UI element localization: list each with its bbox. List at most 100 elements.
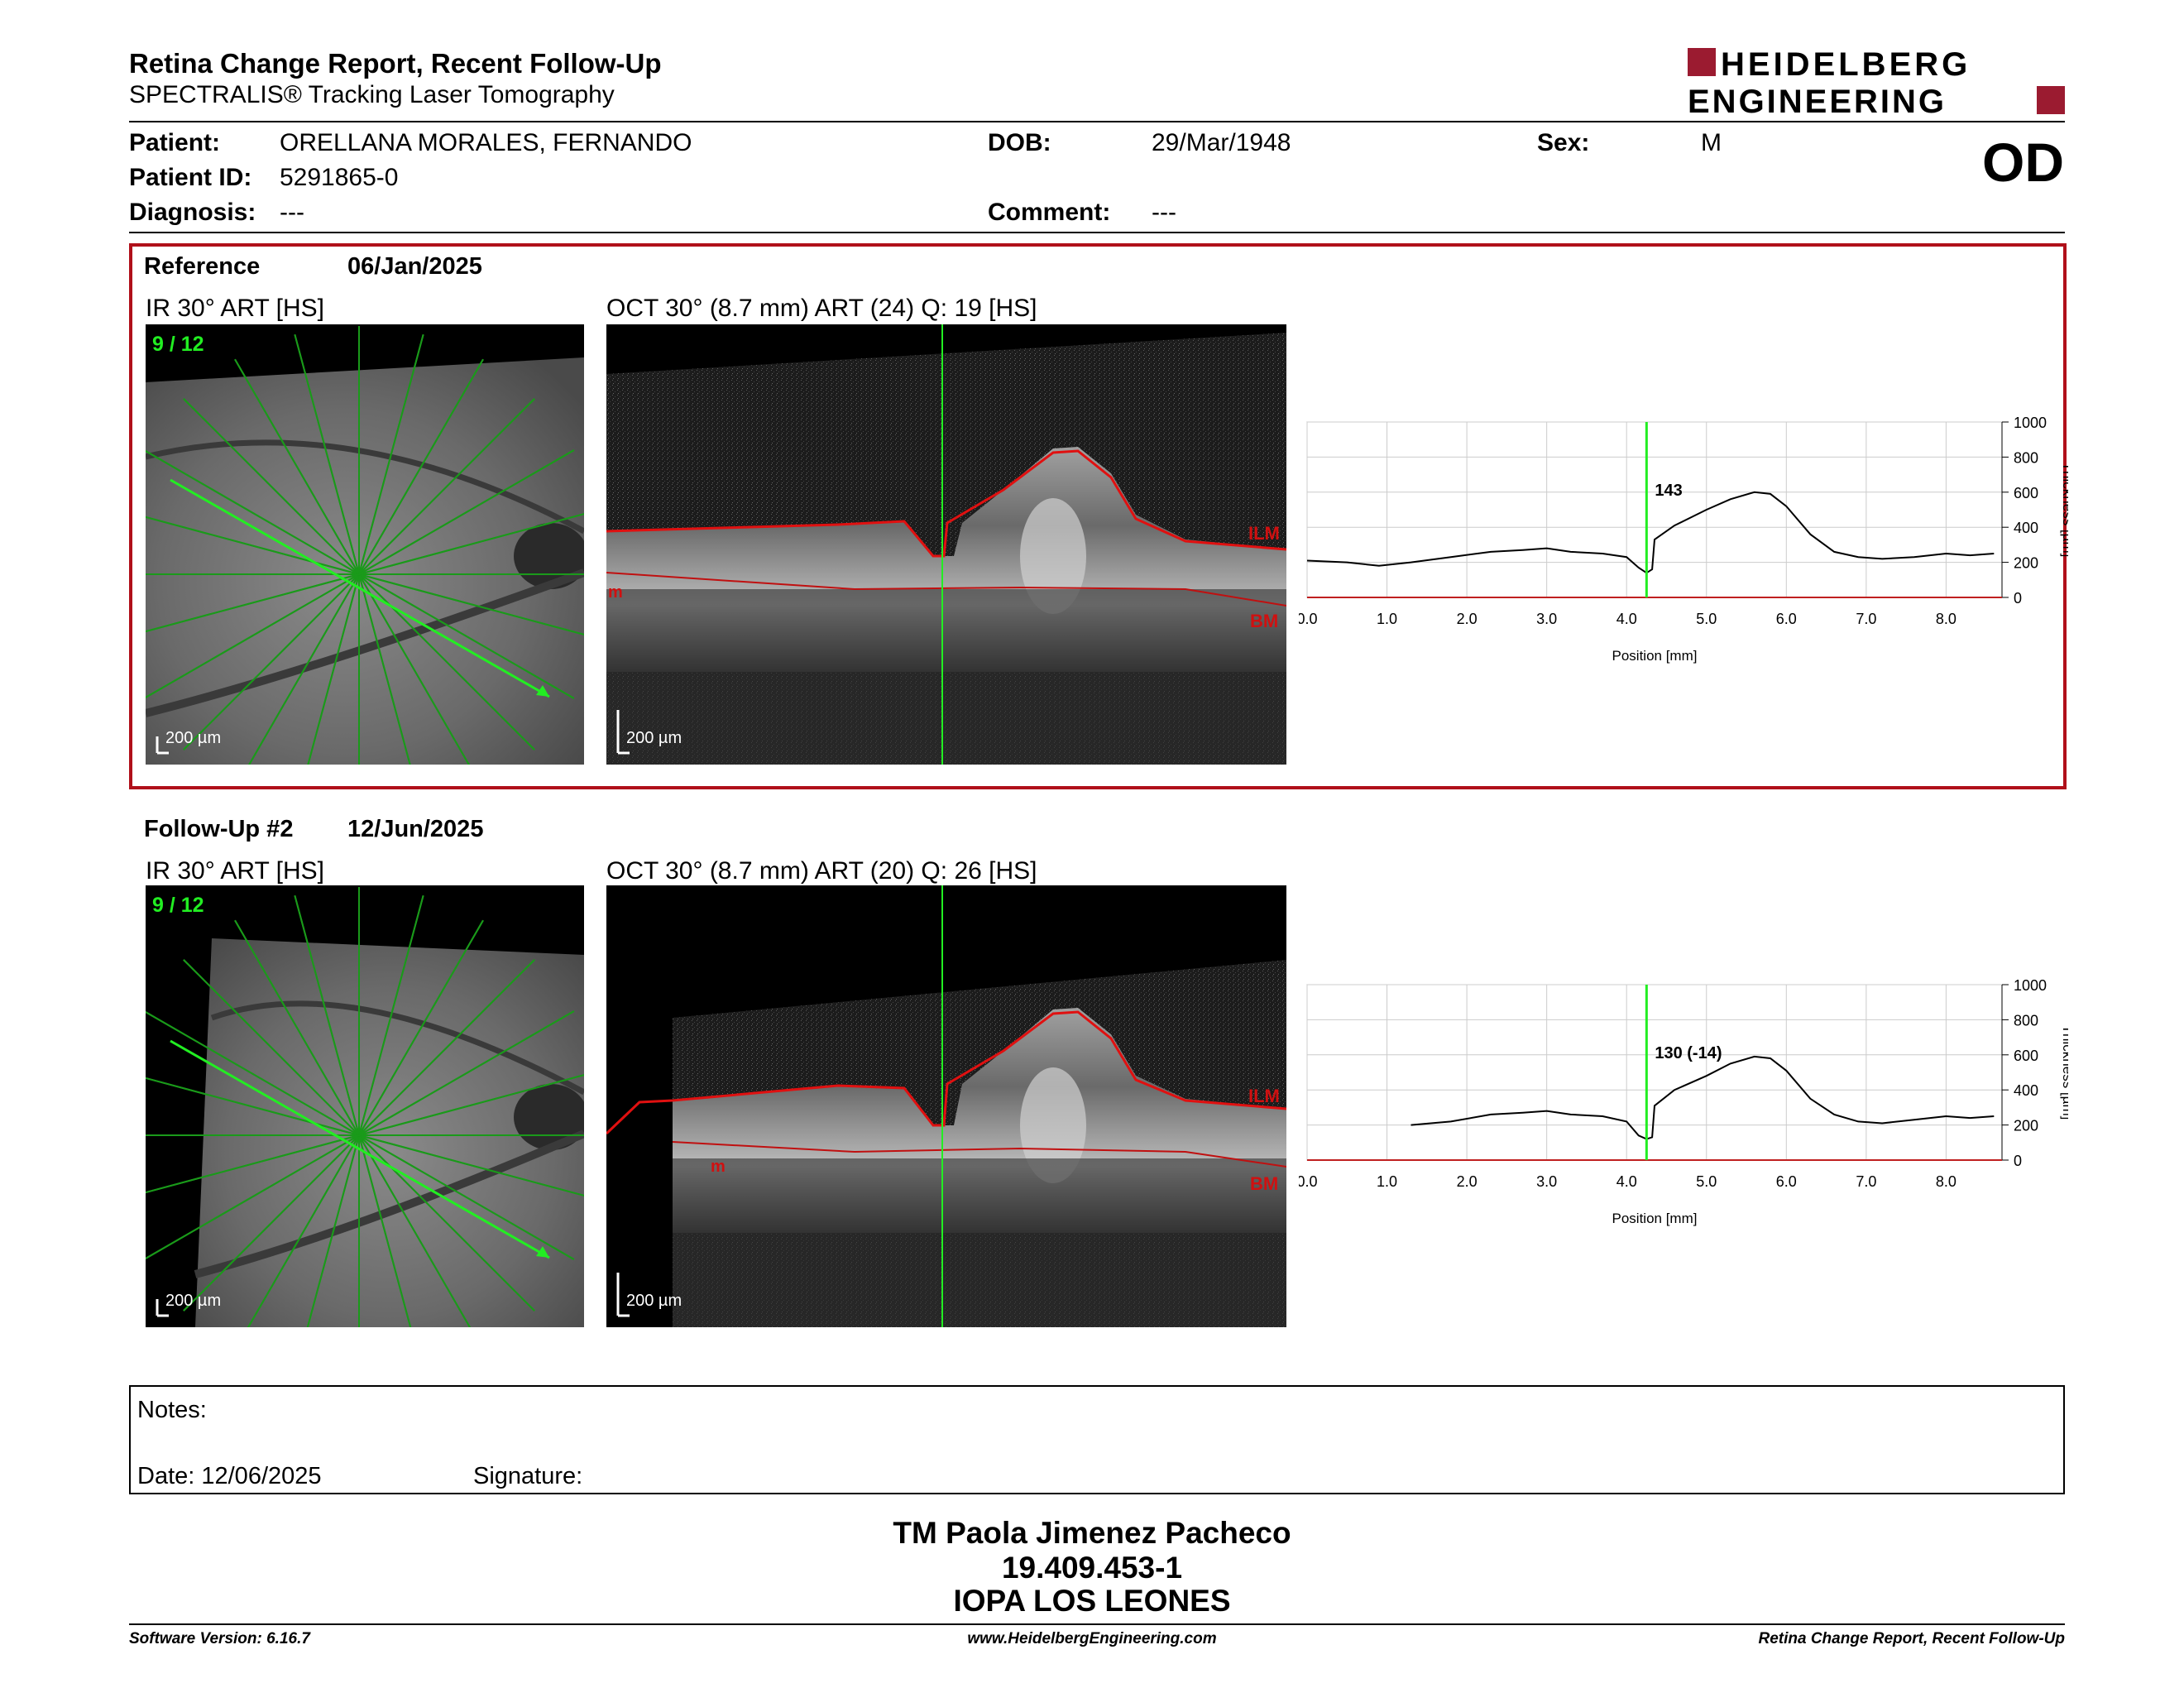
exam-date: 06/Jan/2025: [347, 253, 482, 280]
dob-label: DOB:: [988, 129, 1051, 156]
y-axis-label: Thickness [µm]: [2060, 1025, 2068, 1120]
plot-frame: [1306, 421, 2003, 598]
x-tick-label: 5.0: [1696, 1173, 1717, 1190]
ir-scale: 200 µm: [165, 729, 221, 747]
comment-value: ---: [1152, 199, 1176, 226]
scan-line: [146, 1074, 584, 1194]
eye-indicator: OD: [1982, 132, 2064, 193]
x-tick-label: 0.0: [1299, 611, 1318, 627]
x-tick-label: 0.0: [1299, 1173, 1318, 1190]
series-line: [1306, 491, 1995, 574]
thickness-chart: 0.0 1.0 2.0 3.0 4.0 5.0 6.0 7.0 8.0 0 200 400 600 80…: [1299, 415, 2068, 664]
logo-line2: ENGINEERING: [1688, 84, 1947, 117]
ir-title: IR 30° ART [HS]: [146, 295, 324, 322]
x-tick-label: 1.0: [1377, 611, 1397, 627]
oct-bscan-image[interactable]: ILM BM m 200 µm: [606, 885, 1286, 1327]
x-tick-label: 4.0: [1616, 611, 1637, 627]
ir-scale: 200 µm: [165, 1292, 221, 1310]
plot-frame: [1306, 984, 2003, 1161]
software-version: Software Version: 6.16.7: [129, 1630, 310, 1647]
ilm-label: ILM: [1248, 523, 1280, 544]
notes-date: Date: 12/06/2025: [137, 1463, 322, 1489]
ir-title: IR 30° ART [HS]: [146, 857, 324, 885]
exam-label: Reference: [144, 253, 261, 280]
diagnosis-label: Diagnosis:: [129, 199, 256, 226]
x-tick-label: 2.0: [1457, 1173, 1478, 1190]
marker-value: 143: [1655, 482, 1682, 500]
scan-line: [146, 513, 584, 633]
report-subtitle: SPECTRALIS® Tracking Laser Tomography: [129, 81, 615, 108]
report-title: Retina Change Report, Recent Follow-Up: [129, 48, 662, 79]
dob-value: 29/Mar/1948: [1152, 129, 1291, 156]
info-rule: [129, 232, 2065, 233]
oct-title: OCT 30° (8.7 mm) ART (20) Q: 26 [HS]: [606, 857, 1037, 885]
signature-label: Signature:: [473, 1463, 583, 1489]
x-tick-label: 8.0: [1936, 611, 1956, 627]
oct-bscan-image[interactable]: ILM BM m 200 µm: [606, 324, 1286, 765]
x-axis-label: Position [mm]: [1612, 1211, 1698, 1226]
x-tick-label: 5.0: [1696, 611, 1717, 627]
y-tick-label: 0: [2014, 1153, 2022, 1169]
exam-label: Follow-Up #2: [144, 816, 294, 842]
oct-scale: 200 µm: [626, 1292, 682, 1310]
sex-label: Sex:: [1537, 129, 1590, 156]
signer-name: TM Paola Jimenez Pacheco: [893, 1516, 1291, 1550]
footer-rule: [129, 1623, 2065, 1625]
x-tick-label: 6.0: [1776, 1173, 1797, 1190]
comment-label: Comment:: [988, 199, 1111, 226]
notes-label: Notes:: [137, 1397, 207, 1423]
website-link[interactable]: www.HeidelbergEngineering.com: [967, 1630, 1217, 1647]
ir-fundus-image[interactable]: 9 / 12 200 µm: [146, 885, 584, 1327]
bm-label: BM: [1250, 1173, 1278, 1194]
y-tick-label: 200: [2014, 1118, 2038, 1134]
patient-label: Patient:: [129, 129, 221, 156]
y-tick-label: 400: [2014, 520, 2038, 536]
footer-report-name: Retina Change Report, Recent Follow-Up: [1758, 1630, 2065, 1647]
notes-box[interactable]: Notes: Date: 12/06/2025 Signature:: [129, 1385, 2065, 1494]
header-rule: [129, 121, 2065, 122]
x-tick-label: 7.0: [1856, 1173, 1876, 1190]
bm-label: BM: [1250, 611, 1278, 631]
patient-id-label: Patient ID:: [129, 164, 252, 191]
reference-highlight: [129, 243, 2067, 789]
y-tick-label: 0: [2014, 590, 2022, 607]
patient-name: ORELLANA MORALES, FERNANDO: [280, 129, 692, 156]
x-tick-label: 3.0: [1536, 1173, 1557, 1190]
oct-scale: 200 µm: [626, 729, 682, 747]
heidelberg-logo: HEIDELBERG ENGINEERING: [1688, 46, 2065, 117]
y-tick-label: 800: [2014, 1012, 2038, 1029]
x-axis-label: Position [mm]: [1612, 648, 1698, 664]
ir-fundus-image[interactable]: 9 / 12 200 µm: [146, 324, 584, 765]
scan-index: 9 / 12: [152, 333, 204, 356]
ilm-label: ILM: [1248, 1086, 1280, 1106]
x-tick-label: 6.0: [1776, 611, 1797, 627]
x-tick-label: 4.0: [1616, 1173, 1637, 1190]
sex-value: M: [1701, 129, 1722, 156]
diagnosis-value: ---: [280, 199, 304, 226]
logo-line1: HEIDELBERG: [1721, 46, 1971, 83]
x-tick-label: 2.0: [1457, 611, 1478, 627]
scan-index: 9 / 12: [152, 894, 204, 917]
x-tick-label: 3.0: [1536, 611, 1557, 627]
y-tick-label: 800: [2014, 449, 2038, 466]
exam-date: 12/Jun/2025: [347, 816, 484, 842]
y-tick-label: 600: [2014, 485, 2038, 501]
patient-id-value: 5291865-0: [280, 164, 399, 191]
y-tick-label: 400: [2014, 1082, 2038, 1099]
thickness-chart: 0.0 1.0 2.0 3.0 4.0 5.0 6.0 7.0 8.0 0 200 400 600 80…: [1299, 977, 2068, 1226]
y-axis-label: Thickness [µm]: [2060, 463, 2068, 558]
y-tick-label: 200: [2014, 555, 2038, 572]
x-tick-label: 1.0: [1377, 1173, 1397, 1190]
signer-id: 19.409.453-1: [1001, 1551, 1183, 1585]
y-tick-label: 600: [2014, 1048, 2038, 1064]
x-tick-label: 8.0: [1936, 1173, 1956, 1190]
x-tick-label: 7.0: [1856, 611, 1876, 627]
signer-organization: IOPA LOS LEONES: [953, 1584, 1231, 1618]
oct-title: OCT 30° (8.7 mm) ART (24) Q: 19 [HS]: [606, 295, 1037, 322]
marker-value: 130 (-14): [1655, 1044, 1722, 1062]
m-label: m: [608, 583, 623, 602]
y-tick-label: 1000: [2014, 977, 2047, 994]
m-label: m: [711, 1158, 726, 1176]
series-line: [1410, 1055, 1995, 1140]
y-tick-label: 1000: [2014, 415, 2047, 431]
